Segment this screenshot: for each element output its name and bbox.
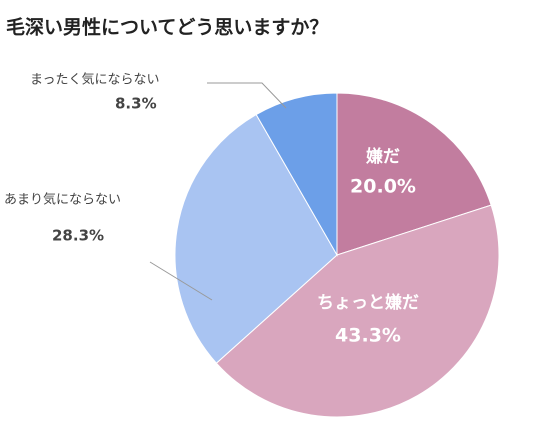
value-label: 28.3% [52, 227, 104, 245]
pie-slice [215, 204, 500, 418]
pie-slice [255, 92, 338, 257]
value-label: 8.3% [115, 95, 157, 113]
chart-title: 毛深い男性についてどう思いますか？ [6, 16, 328, 39]
value-label: 20.0% [350, 176, 416, 198]
slice-label: 嫌だ [365, 146, 400, 167]
value-label: 43.3% [335, 325, 401, 347]
slice-label: まったく気にならない [30, 72, 159, 88]
leader-line [207, 82, 287, 109]
leader-line [149, 261, 213, 301]
slice-label: ちょっと嫌だ [317, 292, 419, 313]
pie-slice [336, 92, 492, 256]
slice-label: あまり気にならない [4, 192, 121, 208]
pie-slice [174, 113, 338, 364]
